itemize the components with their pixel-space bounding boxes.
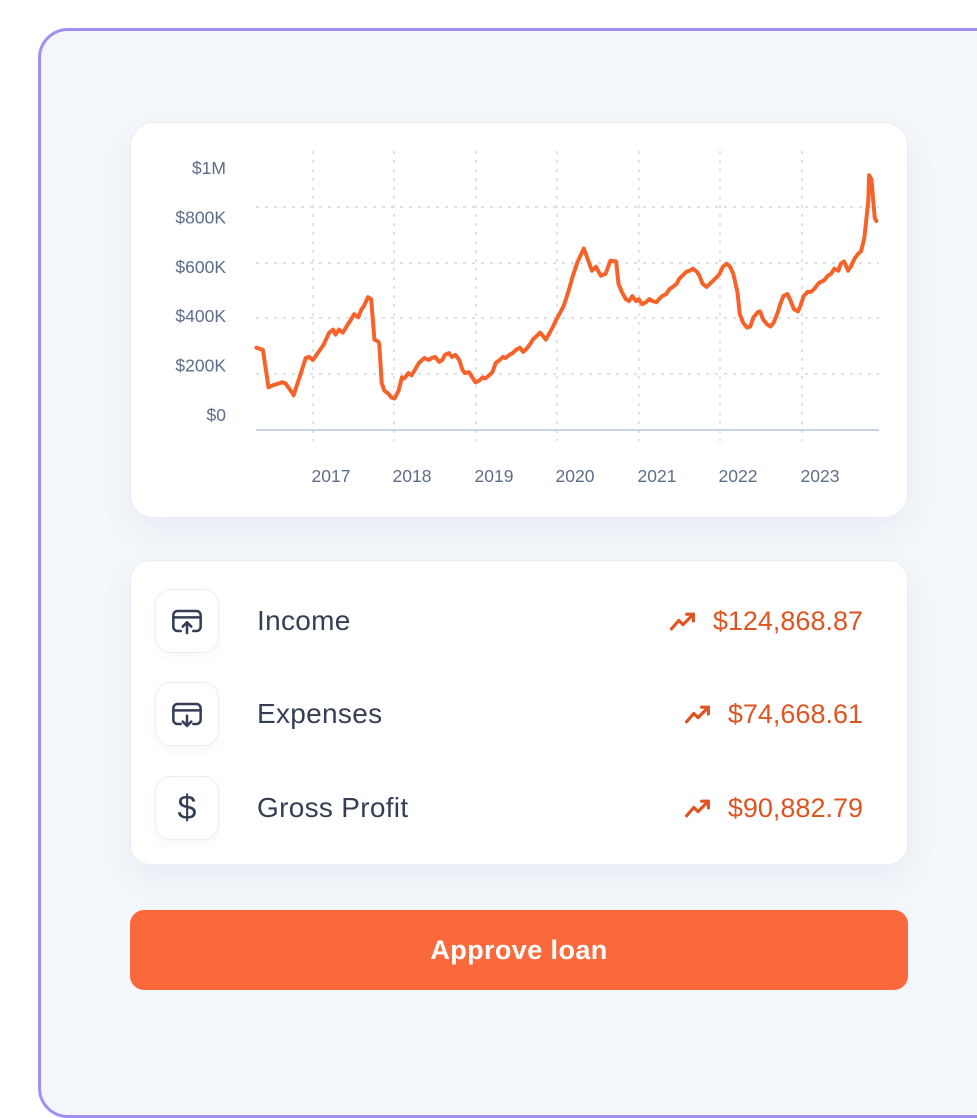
expenses-icon-tile <box>155 682 219 746</box>
income-icon-tile <box>155 589 219 653</box>
x-axis-tick-label: 2017 <box>312 466 351 486</box>
card-arrow-down-icon <box>172 702 202 728</box>
stat-label-income: Income <box>257 605 351 636</box>
trending-up-icon <box>684 705 710 723</box>
stat-label-expenses: Expenses <box>257 698 383 729</box>
income-value-group: $124,868.87 <box>668 606 863 637</box>
x-axis-tick-label: 2020 <box>556 466 595 486</box>
y-axis-tick-label: $600K <box>175 257 226 277</box>
stat-value-income: $124,868.87 <box>712 605 863 636</box>
loan-review-panel: $1M $800K $600K $400K $200K $0 2017 2018 2019 202… <box>38 28 977 1118</box>
revenue-line-chart: $1M $800K $600K $400K $200K $0 2017 2018 2019 202… <box>175 151 879 486</box>
x-axis-tick-label: 2023 <box>801 466 840 486</box>
card-arrow-up-icon <box>172 609 202 635</box>
stat-row-expenses: Expenses $74,668.61 <box>155 682 863 746</box>
x-axis-tick-label: 2018 <box>393 466 432 486</box>
x-axis-tick-label: 2022 <box>719 466 758 486</box>
stat-row-income: Income $124,868.87 <box>155 589 863 653</box>
y-axis-tick-label: $0 <box>207 405 227 425</box>
financial-summary-card: Income $124,868.87 Expenses <box>130 560 908 865</box>
gross-profit-value-group: $90,882.79 <box>683 793 863 824</box>
y-axis-tick-label: $400K <box>175 306 226 326</box>
gross-profit-icon-tile: $ <box>155 776 219 840</box>
expenses-value-group: $74,668.61 <box>683 699 863 730</box>
revenue-series-line <box>254 173 879 401</box>
y-axis-tick-label: $800K <box>175 207 226 227</box>
stat-value-expenses: $74,668.61 <box>727 698 863 729</box>
x-axis-tick-label: 2019 <box>475 466 514 486</box>
approve-loan-button[interactable]: Approve loan <box>130 910 908 990</box>
revenue-chart-card: $1M $800K $600K $400K $200K $0 2017 2018 2019 202… <box>130 122 908 518</box>
x-axis-tick-label: 2021 <box>638 466 677 486</box>
stat-label-gross-profit: Gross Profit <box>257 792 409 823</box>
trending-up-icon <box>684 799 710 817</box>
y-axis-tick-label: $1M <box>192 158 226 178</box>
stat-row-gross-profit: $ Gross Profit $90,882.79 <box>155 776 863 840</box>
dollar-sign-icon: $ <box>177 789 197 827</box>
trending-up-icon <box>669 612 695 630</box>
stat-value-gross-profit: $90,882.79 <box>727 792 863 823</box>
y-axis-tick-label: $200K <box>175 356 226 376</box>
